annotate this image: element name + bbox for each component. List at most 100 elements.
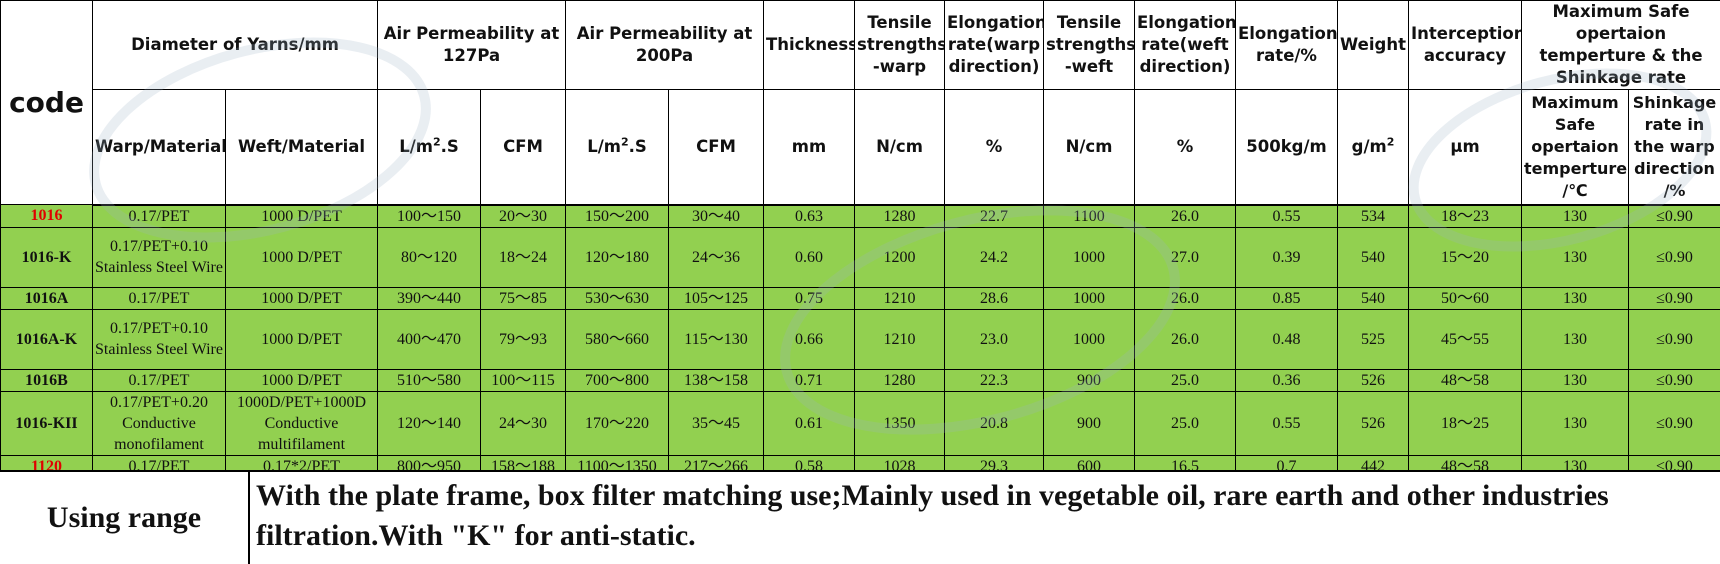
row-elongation-warp: 22.7 [944, 204, 1044, 228]
row-max-temp: 130 [1521, 368, 1629, 392]
row-max-temp: 130 [1521, 226, 1629, 288]
row-elongation-weft: 27.0 [1134, 226, 1236, 288]
subheader-air200-cfm: CFM [668, 89, 764, 206]
row-air200-l: 120～180 [565, 226, 669, 288]
row-air127-l: 120～140 [377, 390, 481, 456]
table-row: 1016B 0.17/PET 1000 D/PET 510～580 100～115 700… [0, 368, 1720, 392]
row-air127-l: 390～440 [377, 286, 481, 310]
spec-table: code Diameter of Yarns/mm Air Permeabili… [0, 0, 1720, 478]
subheader-elongation-rate-unit: 500kg/m [1235, 89, 1338, 206]
row-elongation-rate: 0.85 [1235, 286, 1338, 310]
using-range-footer: Using range With the plate frame, box fi… [0, 470, 1720, 564]
row-elongation-warp: 24.2 [944, 226, 1044, 288]
row-air200-l: 700～800 [565, 368, 669, 392]
table-row: 1016-K 0.17/PET+0.10 Stainless Steel Wire… [0, 226, 1720, 288]
row-thickness: 0.60 [763, 226, 855, 288]
header-max-safe-group: Maximum Safe opertaion temperture & the … [1521, 0, 1720, 90]
row-thickness: 0.61 [763, 390, 855, 456]
row-warp-material: 0.17/PET [92, 204, 226, 228]
row-air200-cfm: 138～158 [668, 368, 764, 392]
row-air200-l: 150～200 [565, 204, 669, 228]
row-elongation-rate: 0.55 [1235, 390, 1338, 456]
row-tensile-weft: 1100 [1043, 204, 1135, 228]
header-diameter-group: Diameter of Yarns/mm [92, 0, 378, 90]
row-code: 1016-KII [0, 390, 93, 456]
row-tensile-weft: 900 [1043, 390, 1135, 456]
row-warp-material: 0.17/PET [92, 286, 226, 310]
row-elongation-weft: 26.0 [1134, 286, 1236, 310]
row-thickness: 0.63 [763, 204, 855, 228]
row-tensile-warp: 1210 [854, 286, 945, 310]
row-weft-material: 1000 D/PET [225, 204, 378, 228]
row-shrinkage: ≤0.90 [1628, 390, 1720, 456]
row-air127-cfm: 79～93 [480, 308, 566, 370]
subheader-shrinkage: Shinkage rate in the warp direction /% [1628, 89, 1720, 206]
subheader-tensile-weft-unit: N/cm [1043, 89, 1135, 206]
row-tensile-warp: 1200 [854, 226, 945, 288]
row-air127-l: 100～150 [377, 204, 481, 228]
row-shrinkage: ≤0.90 [1628, 226, 1720, 288]
row-tensile-warp: 1280 [854, 368, 945, 392]
row-max-temp: 130 [1521, 390, 1629, 456]
header-interception: Interception accuracy [1408, 0, 1522, 90]
subheader-air127-unit: L/m2.S [377, 89, 481, 206]
using-range-label: Using range [0, 472, 250, 564]
row-air127-cfm: 18～24 [480, 226, 566, 288]
row-elongation-warp: 28.6 [944, 286, 1044, 310]
row-weft-material: 1000 D/PET [225, 226, 378, 288]
row-air200-cfm: 35～45 [668, 390, 764, 456]
subheader-elongation-weft-unit: % [1134, 89, 1236, 206]
header-elongation-weft: Elongation rate(weft direction) [1134, 0, 1236, 90]
row-air200-l: 530～630 [565, 286, 669, 310]
row-weight: 540 [1337, 286, 1409, 310]
row-air127-cfm: 20～30 [480, 204, 566, 228]
row-air200-cfm: 115～130 [668, 308, 764, 370]
header-air127-group: Air Permeability at 127Pa [377, 0, 566, 90]
row-elongation-rate: 0.39 [1235, 226, 1338, 288]
row-weight: 526 [1337, 390, 1409, 456]
table-row: 1016A 0.17/PET 1000 D/PET 390～440 75～85 530～6… [0, 286, 1720, 310]
row-air200-cfm: 24～36 [668, 226, 764, 288]
row-elongation-weft: 25.0 [1134, 368, 1236, 392]
subheader-tensile-warp-unit: N/cm [854, 89, 945, 206]
row-warp-material: 0.17/PET+0.20 Conductive monofilament [92, 390, 226, 456]
row-elongation-warp: 20.8 [944, 390, 1044, 456]
row-air127-l: 80～120 [377, 226, 481, 288]
row-interception: 45～55 [1408, 308, 1522, 370]
row-weft-material: 1000 D/PET [225, 308, 378, 370]
row-elongation-weft: 26.0 [1134, 308, 1236, 370]
row-elongation-warp: 23.0 [944, 308, 1044, 370]
row-thickness: 0.75 [763, 286, 855, 310]
subheader-thickness-unit: mm [763, 89, 855, 206]
header-elongation-warp: Elongation rate(warp direction) [944, 0, 1044, 90]
row-weft-material: 1000 D/PET [225, 368, 378, 392]
row-elongation-rate: 0.36 [1235, 368, 1338, 392]
row-warp-material: 0.17/PET+0.10 Stainless Steel Wire [92, 226, 226, 288]
row-weft-material: 1000 D/PET [225, 286, 378, 310]
row-shrinkage: ≤0.90 [1628, 368, 1720, 392]
row-elongation-rate: 0.48 [1235, 308, 1338, 370]
row-code: 1016-K [0, 226, 93, 288]
row-tensile-warp: 1280 [854, 204, 945, 228]
row-warp-material: 0.17/PET+0.10 Stainless Steel Wire [92, 308, 226, 370]
row-elongation-rate: 0.55 [1235, 204, 1338, 228]
row-air127-l: 510～580 [377, 368, 481, 392]
row-elongation-weft: 26.0 [1134, 204, 1236, 228]
row-warp-material: 0.17/PET [92, 368, 226, 392]
row-max-temp: 130 [1521, 286, 1629, 310]
row-air200-l: 580～660 [565, 308, 669, 370]
row-air200-cfm: 30～40 [668, 204, 764, 228]
row-interception: 18～25 [1408, 390, 1522, 456]
row-interception: 48～58 [1408, 368, 1522, 392]
row-thickness: 0.66 [763, 308, 855, 370]
subheader-elongation-warp-unit: % [944, 89, 1044, 206]
row-code: 1016B [0, 368, 93, 392]
row-interception: 15～20 [1408, 226, 1522, 288]
header-weight: Weight [1337, 0, 1409, 90]
row-elongation-weft: 25.0 [1134, 390, 1236, 456]
row-air200-cfm: 105～125 [668, 286, 764, 310]
row-code: 1016A-K [0, 308, 93, 370]
header-elongation-rate: Elongation rate/% [1235, 0, 1338, 90]
row-air127-l: 400～470 [377, 308, 481, 370]
